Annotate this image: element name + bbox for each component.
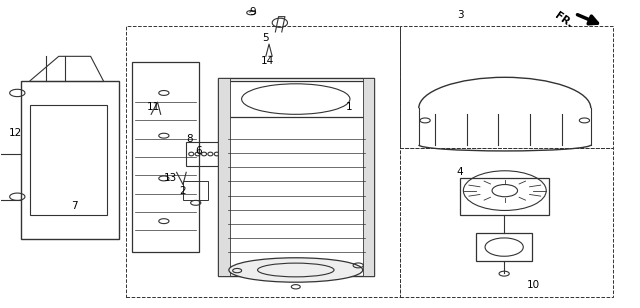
Text: 9: 9 — [250, 7, 257, 17]
Bar — [125, 26, 399, 298]
Bar — [228, 81, 365, 117]
Text: 12: 12 — [9, 128, 22, 138]
Bar — [363, 78, 374, 276]
Bar — [132, 63, 199, 252]
Bar — [460, 178, 549, 215]
Bar — [399, 26, 613, 148]
Text: 4: 4 — [457, 167, 463, 177]
Text: 8: 8 — [186, 134, 193, 144]
Text: 11: 11 — [147, 102, 159, 112]
Text: 3: 3 — [457, 10, 463, 20]
Text: FR.: FR. — [554, 10, 575, 29]
Bar — [218, 78, 230, 276]
Bar — [186, 142, 221, 166]
Bar — [183, 181, 209, 200]
Bar — [30, 105, 106, 215]
Text: 13: 13 — [164, 173, 177, 184]
Ellipse shape — [229, 258, 363, 282]
Text: 7: 7 — [71, 201, 78, 211]
Text: 5: 5 — [262, 33, 269, 43]
Text: 2: 2 — [180, 186, 186, 196]
Bar — [476, 233, 532, 261]
Text: 1: 1 — [346, 102, 352, 112]
Text: 10: 10 — [527, 280, 540, 290]
Bar — [20, 81, 119, 239]
Text: 6: 6 — [196, 146, 202, 156]
Bar — [399, 148, 613, 298]
Text: 14: 14 — [261, 56, 275, 66]
Bar — [218, 78, 374, 276]
